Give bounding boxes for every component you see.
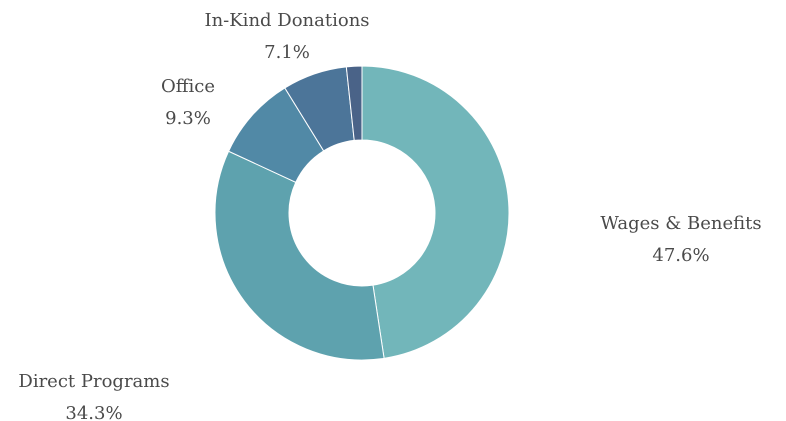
slice-unlabeled — [345, 65, 363, 141]
slice-label-direct-programs: Direct Programs — [18, 371, 169, 392]
donut-slices — [214, 65, 510, 361]
slice-value-office: 9.3% — [165, 108, 211, 129]
slice-label-in-kind-donations: In-Kind Donations — [204, 10, 369, 31]
slice-value-wages-benefits: 47.6% — [652, 245, 709, 266]
slice-value-direct-programs: 34.3% — [65, 403, 122, 421]
slice-label-office: Office — [161, 76, 215, 97]
slice-label-wages-benefits: Wages & Benefits — [600, 213, 761, 234]
slice-value-in-kind-donations: 7.1% — [264, 42, 310, 63]
slice-direct-programs — [214, 150, 385, 361]
slice-wages-benefits — [361, 65, 510, 359]
slice-labels: Wages & Benefits 47.6% Direct Programs 34.3… — [18, 10, 761, 421]
